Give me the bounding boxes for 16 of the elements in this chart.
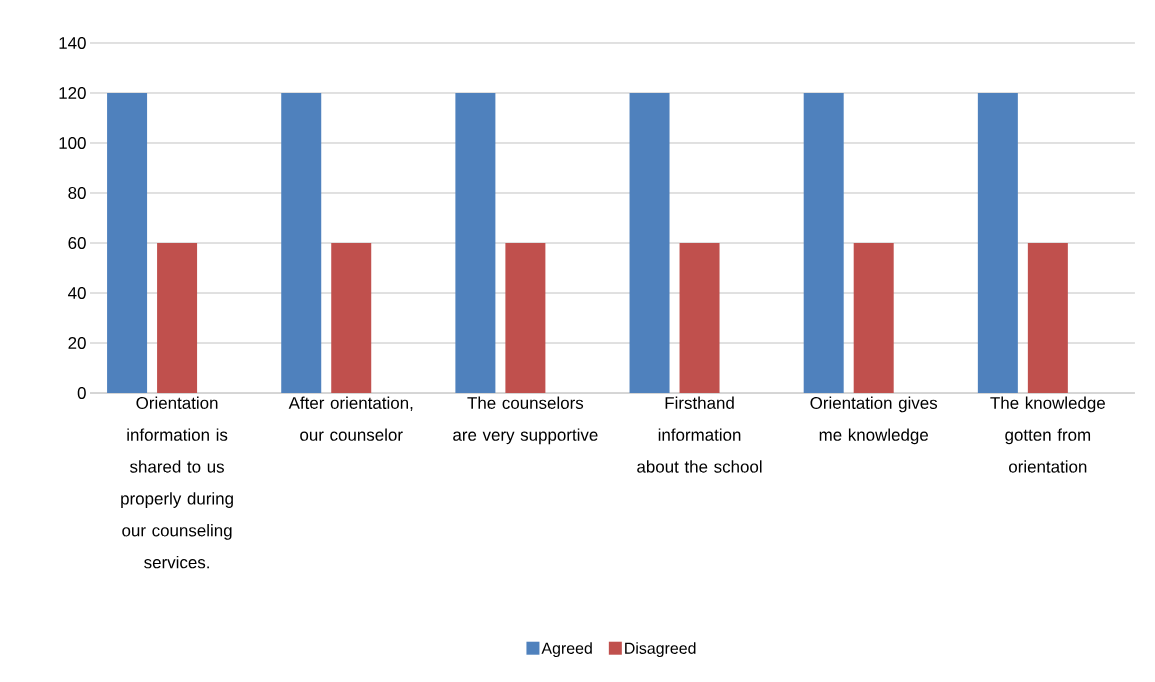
y-tick-label: 20 (68, 337, 86, 349)
y-tick-label: 140 (59, 37, 86, 49)
y-tick-label: 40 (68, 287, 86, 299)
legend-label: Agreed (541, 642, 592, 658)
y-tick-label: 80 (68, 187, 86, 199)
x-tick-label: The knowledge gotten from orientation (990, 396, 1105, 473)
legend-label: Disagreed (625, 642, 696, 658)
y-tick-label: 100 (59, 137, 86, 149)
x-tick-label: Orientation information is shared to us properly during our counseling services. (121, 396, 233, 569)
x-tick-label: Orientation gives me knowledge (810, 396, 938, 445)
y-tick-label: 120 (59, 87, 86, 99)
x-tick-label: The counselors are very supportive (453, 396, 598, 445)
y-tick-label: 0 (77, 387, 86, 399)
y-tick-label: 60 (68, 237, 86, 249)
x-tick-label: After orientation, our counselor (288, 396, 413, 441)
x-tick-label: Firsthand information about the school (637, 396, 762, 473)
